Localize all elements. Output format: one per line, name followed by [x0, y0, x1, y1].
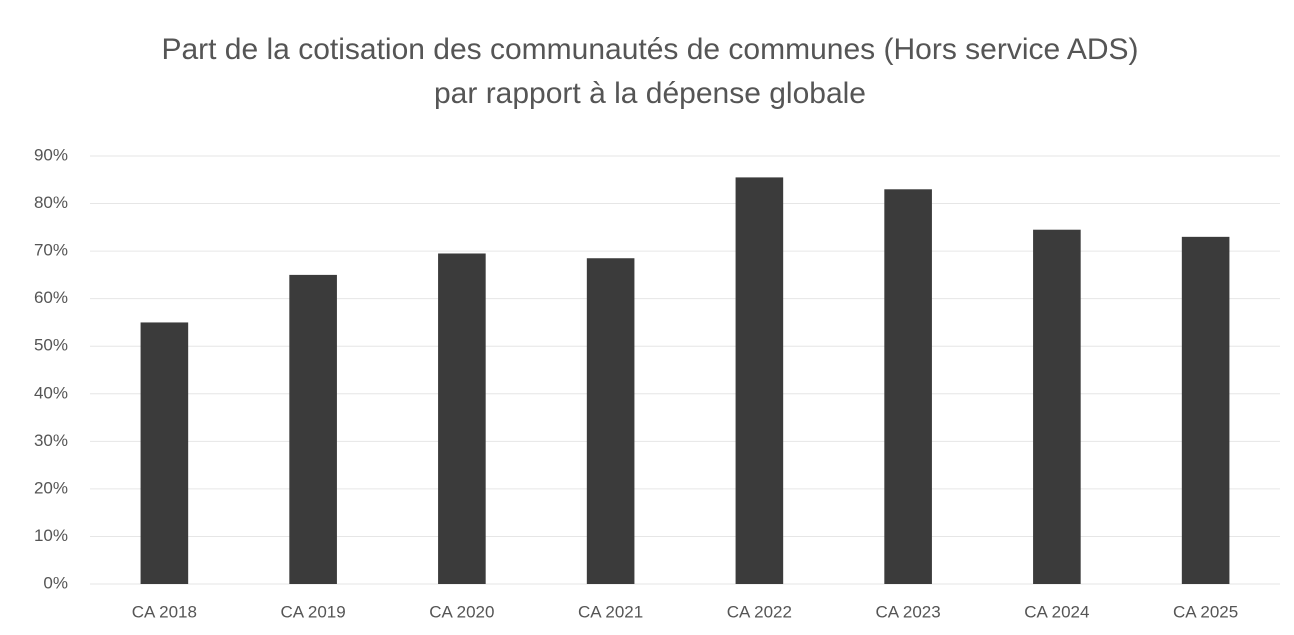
y-tick-label: 30% — [34, 431, 68, 450]
x-tick-label: CA 2022 — [727, 602, 792, 621]
bar — [735, 177, 784, 584]
bar — [140, 322, 189, 584]
x-tick-label: CA 2020 — [429, 602, 494, 621]
bar — [884, 189, 932, 585]
bar — [438, 253, 486, 584]
x-tick-label: CA 2019 — [281, 602, 346, 621]
y-tick-label: 60% — [34, 288, 68, 307]
x-tick-label: CA 2025 — [1173, 602, 1238, 621]
bar — [586, 258, 635, 584]
y-tick-label: 70% — [34, 241, 68, 260]
y-tick-label: 20% — [34, 478, 68, 497]
x-tick-label: CA 2018 — [132, 602, 197, 621]
y-tick-label: 80% — [34, 193, 68, 212]
y-tick-label: 10% — [34, 526, 68, 545]
y-tick-label: 40% — [34, 383, 68, 402]
x-tick-label: CA 2021 — [578, 602, 643, 621]
bar — [289, 274, 337, 584]
chart-title: Part de la cotisation des communautés de… — [161, 33, 1139, 110]
y-tick-label: 0% — [43, 573, 68, 592]
x-tick-label: CA 2024 — [1024, 602, 1089, 621]
y-tick-label: 90% — [34, 145, 68, 164]
y-tick-label: 50% — [34, 336, 68, 355]
x-tick-label: CA 2023 — [876, 602, 941, 621]
bar — [1033, 229, 1081, 584]
bar — [1181, 236, 1230, 584]
